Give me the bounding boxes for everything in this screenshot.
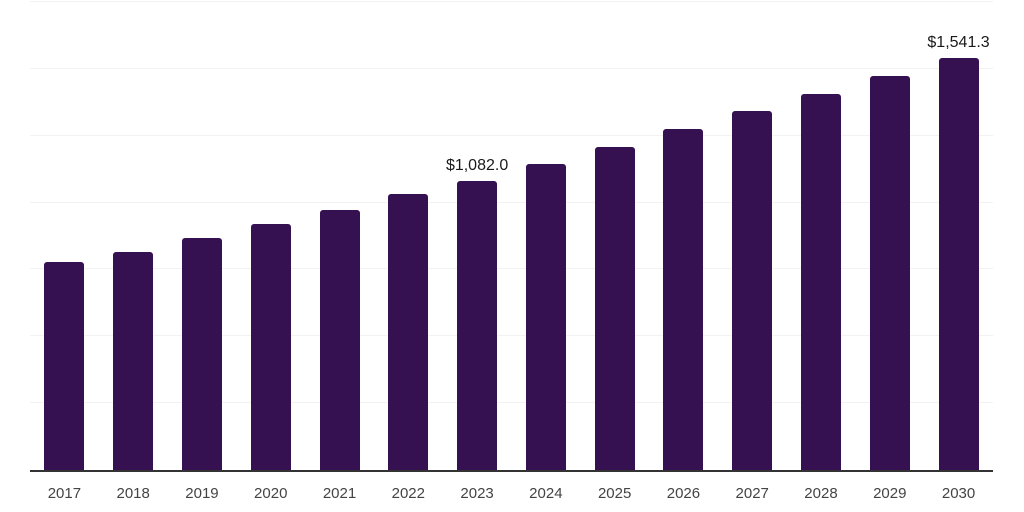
gridline-1250 — [30, 134, 993, 136]
x-tick-label-2024: 2024 — [529, 485, 563, 502]
bar-2019 — [181, 238, 222, 470]
bars-layer: $1,082.0 $1,541.3 — [30, 2, 993, 470]
bar-slot-2028 — [787, 2, 856, 470]
bar-slot-2027 — [718, 2, 787, 470]
bar-2027 — [732, 111, 773, 470]
bar-slot-2023: $1,082.0 — [443, 2, 512, 470]
x-tick-label-2017: 2017 — [47, 485, 82, 502]
x-axis-labels: 2017 2018 2019 2020 2021 2022 2023 2024 2025 2026… — [30, 486, 993, 502]
gridline-250 — [30, 402, 993, 404]
bar-2017 — [44, 262, 85, 470]
gridline-1750 — [30, 1, 993, 2]
bar-slot-2026 — [649, 2, 718, 470]
bar-slot-2024 — [511, 2, 580, 470]
x-tick-label-2029: 2029 — [873, 485, 907, 502]
bar-slot-2020 — [236, 2, 305, 470]
bar-slot-2022 — [374, 2, 443, 470]
bar-2025 — [594, 146, 635, 470]
gridline-1000 — [30, 201, 993, 203]
x-tick-label-2025: 2025 — [597, 485, 632, 502]
bar-slot-2019 — [168, 2, 237, 470]
x-tick-label-2026: 2026 — [666, 485, 701, 502]
x-tick-label-2022: 2022 — [391, 485, 425, 502]
bar-value-label-2030: $1,541.3 — [927, 33, 990, 51]
plot-area: $1,082.0 $1,541.3 — [30, 1, 993, 472]
x-tick-label-2021: 2021 — [322, 485, 357, 502]
bar-slot-2025 — [580, 2, 649, 470]
x-tick-label-2030: 2030 — [941, 485, 976, 502]
bar-2018 — [113, 251, 154, 470]
bar-2028 — [800, 93, 841, 470]
bar-2024 — [525, 163, 566, 470]
x-tick-label-2019: 2019 — [185, 485, 219, 502]
bar-2030 — [938, 57, 979, 470]
bar-slot-2021 — [305, 2, 374, 470]
gridline-750 — [30, 268, 993, 270]
x-tick-label-2018: 2018 — [116, 485, 150, 502]
x-tick-label-2028: 2028 — [804, 485, 838, 502]
bar-2022 — [388, 194, 429, 470]
bar-2020 — [250, 223, 291, 470]
bar-slot-2030: $1,541.3 — [924, 2, 993, 470]
bar-2029 — [869, 75, 910, 470]
bar-slot-2017 — [30, 2, 99, 470]
bar-value-label-2023: $1,082.0 — [445, 156, 509, 174]
bar-slot-2018 — [99, 2, 168, 470]
bar-2021 — [319, 210, 360, 470]
bar-slot-2029 — [855, 2, 924, 470]
x-tick-label-2027: 2027 — [735, 485, 769, 502]
bar-2026 — [663, 128, 704, 470]
gridline-500 — [30, 335, 993, 337]
gridline-1500 — [30, 67, 993, 69]
bar-2023 — [457, 180, 498, 470]
x-tick-label-2020: 2020 — [254, 485, 288, 502]
x-axis-line — [30, 470, 993, 472]
x-tick-label-2023: 2023 — [460, 485, 494, 502]
